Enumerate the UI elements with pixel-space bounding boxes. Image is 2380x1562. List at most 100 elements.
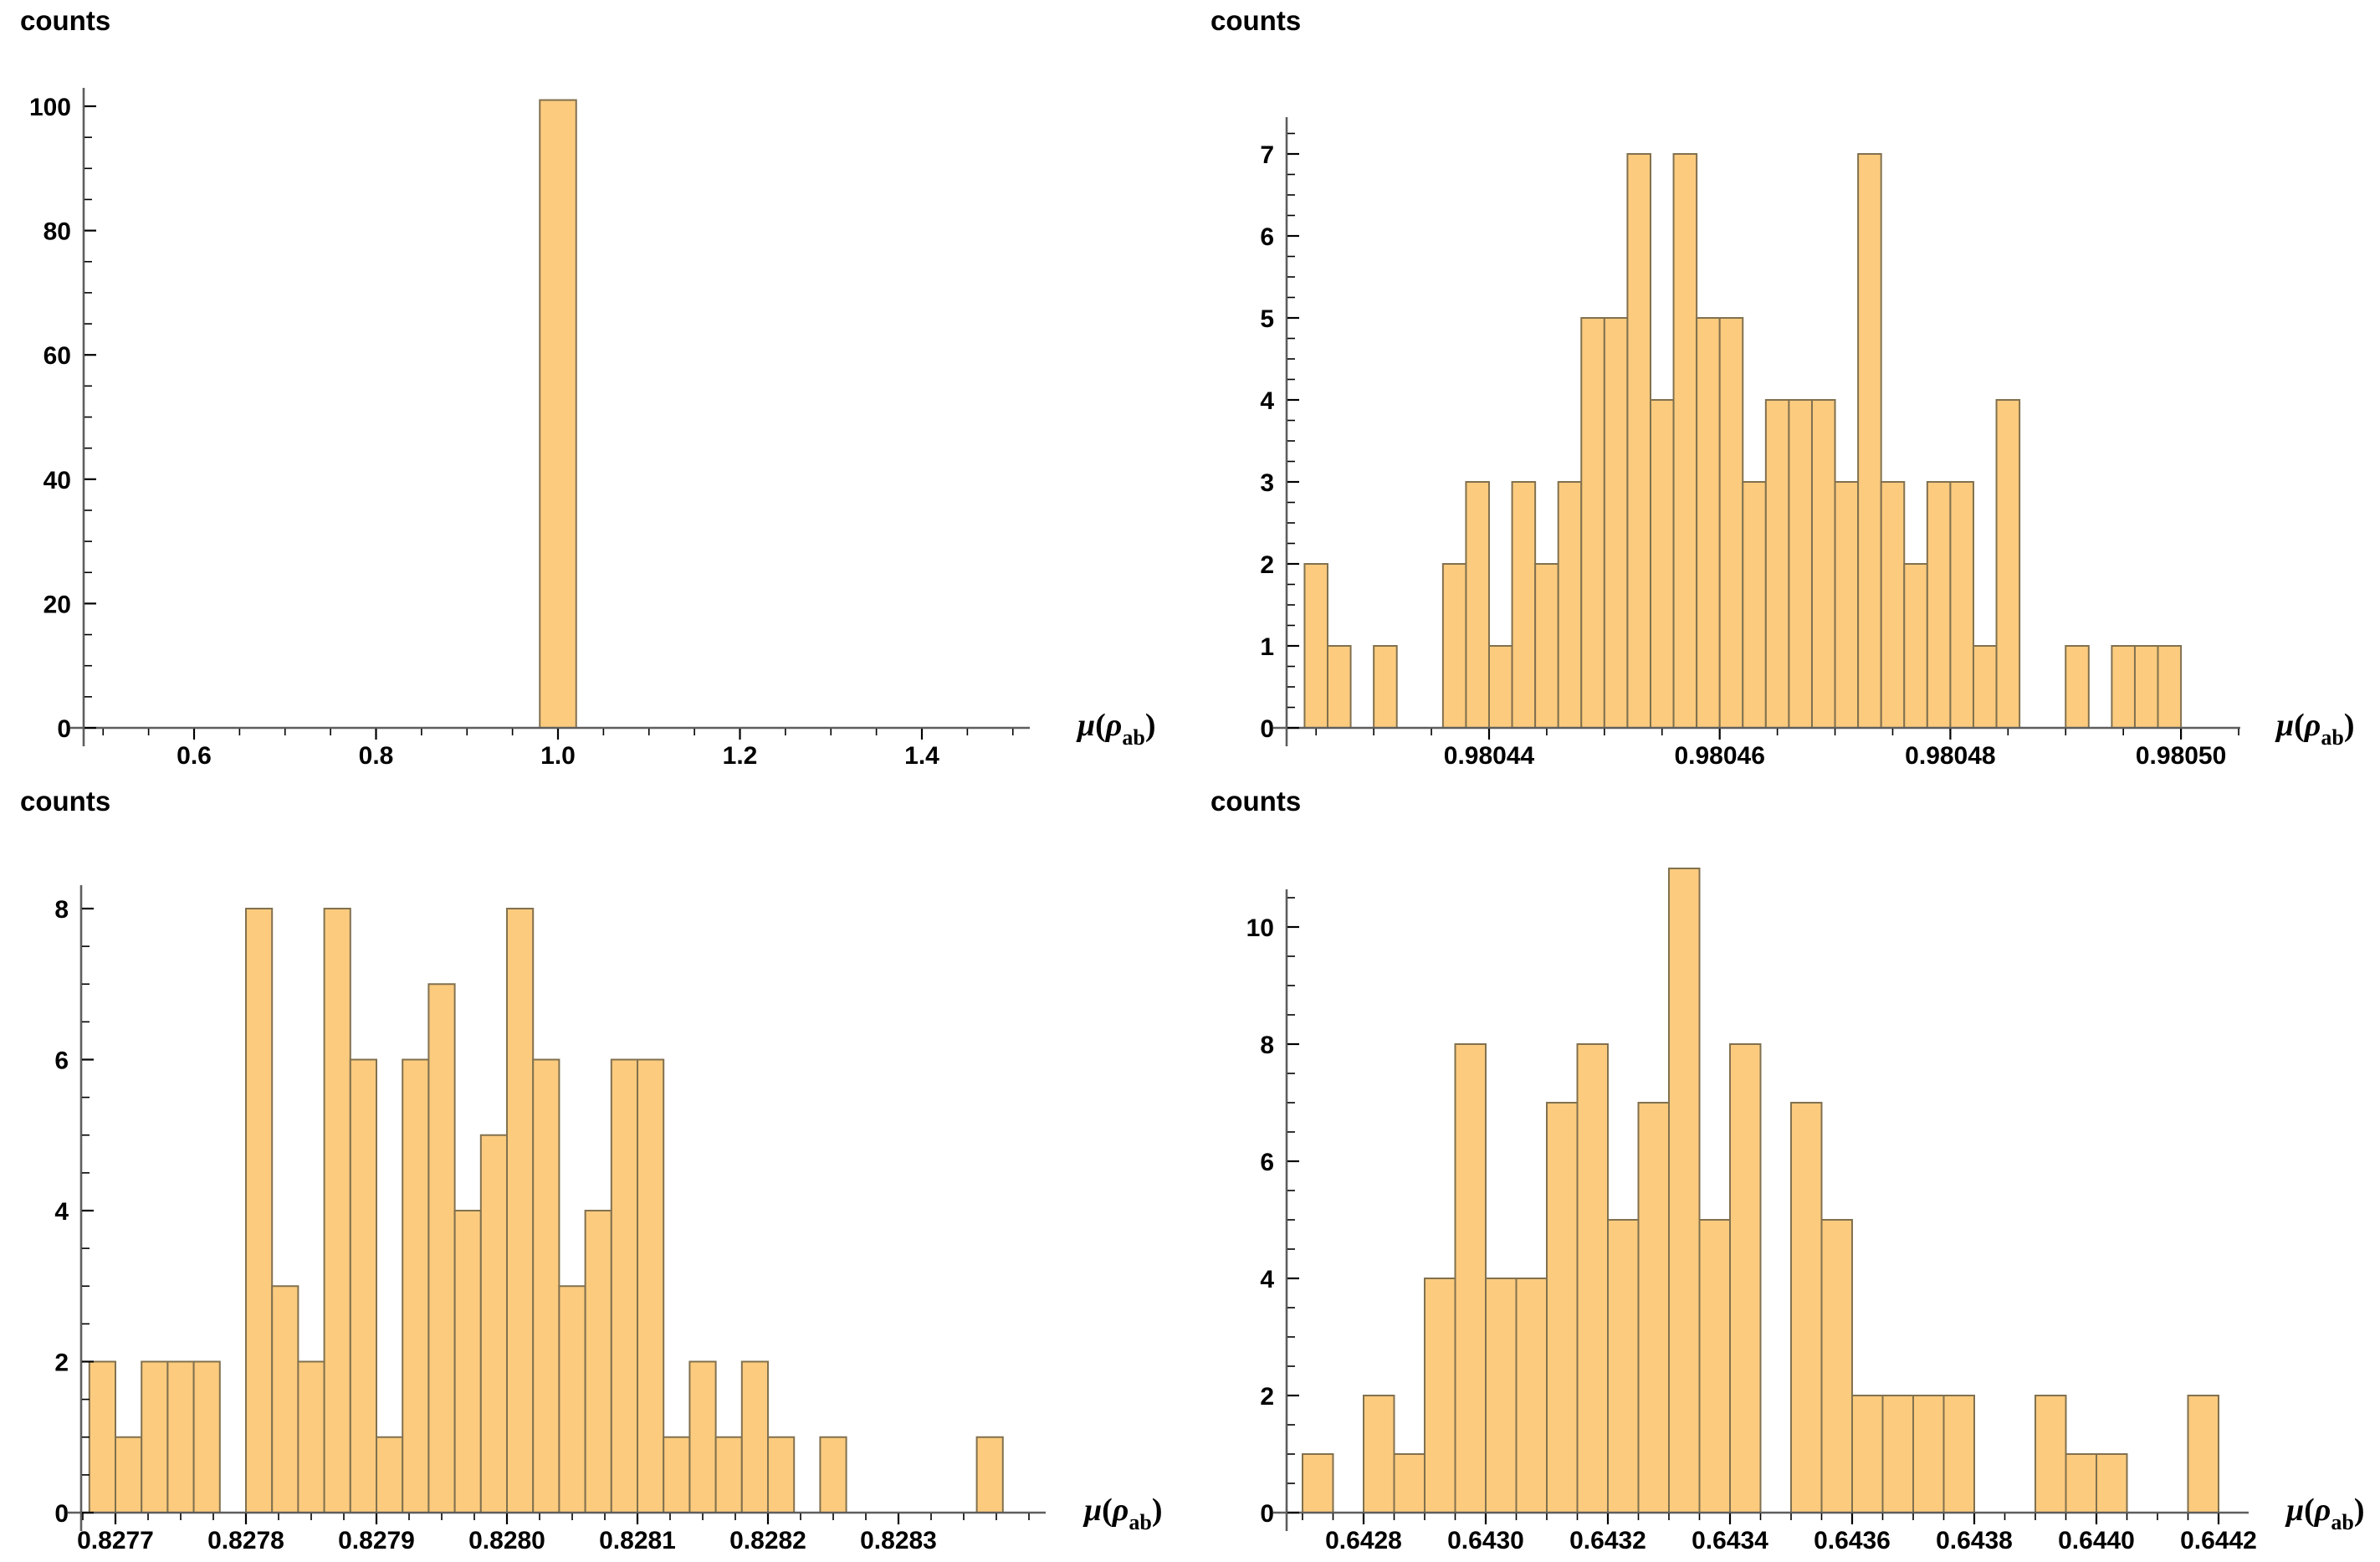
x-axis-label: μ(ρab) xyxy=(1084,1492,1163,1534)
paren-close: ) xyxy=(1144,708,1156,743)
x-axis-label: μ(ρab) xyxy=(2286,1492,2365,1534)
rho-subscript: ab xyxy=(2321,725,2344,750)
x-tick-label: 0.6432 xyxy=(1569,1527,1646,1554)
rho-symbol: ρ xyxy=(2314,1493,2331,1528)
x-tick-label: 0.6430 xyxy=(1447,1527,1524,1554)
paren-close: ) xyxy=(2353,1493,2365,1528)
y-tick-label: 4 xyxy=(1260,1266,1274,1293)
histogram-panel-bottom-left: 0.8277 0.8278 0.8279 0.8280 0.8281 0.8282 0.82… xyxy=(0,781,1190,1561)
histogram-bar xyxy=(1903,563,1928,729)
x-tick-label: 1.4 xyxy=(904,742,939,770)
histogram-bar xyxy=(2035,1395,2067,1513)
histogram-bar xyxy=(1424,1278,1456,1513)
histogram-bar xyxy=(1851,1395,1884,1513)
x-tick-label: 0.6442 xyxy=(2180,1527,2257,1554)
histogram-bar xyxy=(1534,563,1559,729)
histogram-bar xyxy=(1912,1395,1945,1513)
x-tick-label: 0.8278 xyxy=(207,1527,284,1554)
x-tick-label: 0.8280 xyxy=(468,1527,545,1554)
y-tick-label: 80 xyxy=(44,218,71,246)
histogram-bar xyxy=(166,1360,195,1513)
histogram-bar xyxy=(1302,1453,1334,1513)
histogram-bar xyxy=(271,1285,299,1513)
histogram-bar xyxy=(584,1210,612,1513)
histogram-bar xyxy=(1441,563,1467,729)
histogram-bar xyxy=(2111,645,2136,729)
histogram-bar xyxy=(479,1134,508,1513)
histogram-bar xyxy=(453,1210,482,1513)
histogram-bar xyxy=(1607,1219,1640,1513)
rho-symbol: ρ xyxy=(1112,1493,1129,1528)
y-tick-label: 8 xyxy=(1260,1032,1274,1059)
histogram-panel-top-right: 0.98044 0.98046 0.98048 0.98050 0 1 2 3 4 5 6 7 cou… xyxy=(1190,0,2380,781)
mu-symbol: μ xyxy=(2276,708,2295,743)
histogram-bar xyxy=(1742,481,1767,729)
histogram-bar xyxy=(1576,1043,1609,1513)
x-tick-label: 1.2 xyxy=(723,742,758,770)
histogram-bar xyxy=(1880,481,1906,729)
histogram-panel-bottom-right: 0.6428 0.6430 0.6432 0.6434 0.6436 0.6438 0.64… xyxy=(1190,781,2380,1561)
y-tick-label: 0 xyxy=(1260,715,1274,743)
histogram-bar xyxy=(1949,481,1974,729)
y-axis-title: counts xyxy=(20,5,111,36)
rho-subscript: ab xyxy=(1129,1509,1152,1534)
paren-close: ) xyxy=(2343,708,2355,743)
histogram-bar xyxy=(1511,481,1537,729)
histogram-bar xyxy=(1972,645,1998,729)
y-tick-label: 5 xyxy=(1260,305,1274,333)
histogram-bar xyxy=(1626,153,1651,729)
histogram-bar xyxy=(115,1436,143,1513)
histogram-bar xyxy=(610,1058,638,1513)
histogram-bar xyxy=(1810,399,1836,729)
histogram-bar xyxy=(539,99,577,729)
histogram-bar xyxy=(1465,481,1490,729)
y-tick-label: 4 xyxy=(54,1198,69,1226)
rho-subscript: ab xyxy=(2331,1509,2354,1534)
histogram-bar xyxy=(1580,317,1605,729)
histogram-bar xyxy=(714,1436,743,1513)
x-tick-label: 0.8277 xyxy=(77,1527,154,1554)
mu-symbol: μ xyxy=(1077,708,1096,743)
histogram-bar xyxy=(2157,645,2183,729)
y-tick-label: 1 xyxy=(1260,633,1274,661)
y-tick-label: 60 xyxy=(44,342,71,370)
rho-subscript: ab xyxy=(1122,725,1145,750)
y-tick-label: 2 xyxy=(1260,551,1274,579)
y-tick-label: 20 xyxy=(44,591,71,618)
histogram-bar xyxy=(688,1360,717,1513)
histogram-bar xyxy=(1718,317,1744,729)
histogram-bar xyxy=(740,1360,769,1513)
x-tick-label: 0.98050 xyxy=(2136,742,2226,770)
paren-open: ( xyxy=(2294,708,2305,743)
histogram-bar xyxy=(1926,481,1952,729)
histogram-panel-top-left: 0.6 0.8 1.0 1.2 1.4 0 20 40 60 80 100 counts μ(ρab… xyxy=(0,0,1190,781)
y-tick-label: 6 xyxy=(54,1047,69,1075)
histogram-bar xyxy=(663,1436,691,1513)
histogram-bar xyxy=(1637,1102,1670,1513)
y-axis-title: counts xyxy=(20,786,111,817)
y-tick-label: 7 xyxy=(1260,141,1274,169)
paren-open: ( xyxy=(1095,708,1106,743)
x-tick-label: 0.98044 xyxy=(1444,742,1535,770)
x-tick-label: 0.8283 xyxy=(860,1527,937,1554)
histogram-bar xyxy=(297,1360,325,1513)
histogram-bar xyxy=(1790,1102,1823,1513)
histogram-bar xyxy=(1327,645,1352,729)
histogram-bar xyxy=(1373,645,1398,729)
histogram-bar xyxy=(1788,399,1813,729)
x-tick-label: 0.98048 xyxy=(1905,742,1995,770)
histogram-bar xyxy=(1546,1102,1579,1513)
paren-close: ) xyxy=(1151,1493,1163,1528)
histogram-plot: 0.8277 0.8278 0.8279 0.8280 0.8281 0.8282 0.82… xyxy=(54,885,1046,1554)
histogram-bar xyxy=(2065,645,2090,729)
y-axis-title: counts xyxy=(1210,5,1302,36)
histogram-bar xyxy=(975,1436,1004,1513)
y-axis-title: counts xyxy=(1210,786,1302,817)
x-tick-label: 0.98046 xyxy=(1674,742,1764,770)
x-tick-label: 0.6436 xyxy=(1814,1527,1891,1554)
histogram-plot: 0.98044 0.98046 0.98048 0.98050 0 1 2 3 4 5 6 7 xyxy=(1260,117,2240,770)
histogram-bar xyxy=(532,1058,560,1513)
histogram-bar xyxy=(2065,1453,2097,1513)
y-tick-label: 0 xyxy=(57,715,71,743)
